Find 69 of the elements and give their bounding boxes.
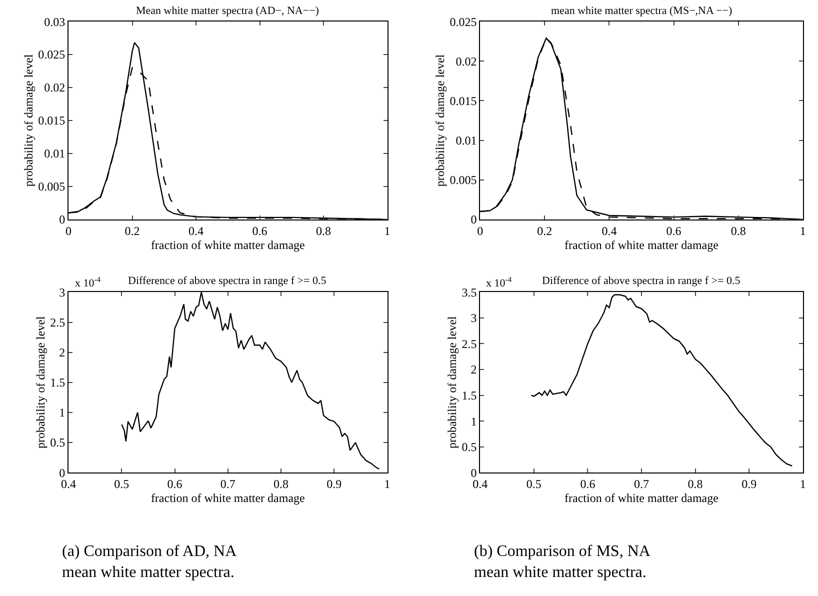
y-axis-title: probability of damage level xyxy=(33,316,48,449)
x-tick-label: 1 xyxy=(384,224,390,238)
y-tick-label: 0.025 xyxy=(450,14,477,29)
x-tick-label: 0.7 xyxy=(634,477,649,491)
text: (b) Comparison of MS, NA mean white matter spectra. xyxy=(474,543,651,581)
x-tick-label: 0.8 xyxy=(730,224,746,238)
x-axis-title: fraction of white matter damage xyxy=(150,491,305,505)
y-tick-label: 0.02 xyxy=(44,80,66,95)
line-series xyxy=(530,294,793,466)
y-tick-label: 1 xyxy=(470,414,477,428)
y-tick-label: 0.005 xyxy=(38,180,66,194)
x-tick-label: 0.5 xyxy=(526,477,542,491)
y-tick-label: 0.025 xyxy=(38,48,66,62)
x-tick-label: 0.8 xyxy=(274,477,289,491)
y-tick-label: 1.5 xyxy=(50,376,66,390)
x-tick-label: 1 xyxy=(384,477,390,491)
x-tick-label: 0.6 xyxy=(666,224,682,238)
x-tick-label: 0.6 xyxy=(167,477,182,491)
x-tick-label: 0.4 xyxy=(61,477,76,491)
text: (a) Comparison of AD, NA mean white matter spectra. xyxy=(62,543,238,581)
text: x 10$^{-4}$ xyxy=(75,275,101,290)
y-tick-label: 3 xyxy=(470,311,477,326)
y-tick-label: 3 xyxy=(59,285,66,300)
y-tick-label: 0 xyxy=(59,212,66,227)
y-tick-label: 1 xyxy=(59,406,66,420)
y-tick-label: 0 xyxy=(470,466,477,480)
x-tick-label: 0.4 xyxy=(472,477,488,491)
x-tick-label: 0.9 xyxy=(326,477,342,491)
x-tick-label: 0.4 xyxy=(188,224,204,238)
x-tick-label: 0.2 xyxy=(537,224,552,238)
chart-title: mean white matter spectra (MS−,NA −−) xyxy=(551,5,732,17)
y-tick-label: 0.01 xyxy=(456,133,477,148)
y-tick-label: 0 xyxy=(59,466,66,480)
x-tick-label: 0.9 xyxy=(742,477,757,491)
x-tick-label: 0.8 xyxy=(316,224,332,238)
y-tick-label: 2 xyxy=(59,346,66,360)
y-axis-title: probability of damage level xyxy=(444,316,459,449)
y-tick-label: 1.5 xyxy=(462,388,477,402)
y-axis-title: probability of damage level xyxy=(432,54,447,187)
x-axis-title: fraction of white matter damage xyxy=(564,238,718,252)
y-tick-label: 0.03 xyxy=(44,14,66,29)
y-tick-label: 0.5 xyxy=(462,440,477,454)
x-tick-label: 0.6 xyxy=(252,224,268,238)
y-tick-label: 0.02 xyxy=(456,54,477,68)
y-tick-label: 2 xyxy=(470,362,477,377)
text: x 10$^{-4}$ xyxy=(486,275,512,290)
x-tick-label: 1 xyxy=(800,477,806,491)
y-tick-label: 0.015 xyxy=(38,114,66,128)
chart-title: Difference of above spectra in range f >= 0.5 xyxy=(128,275,327,287)
x-axis-title: fraction of white matter damage xyxy=(564,491,718,505)
x-tick-label: 0.8 xyxy=(688,477,703,491)
chart-title: Difference of above spectra in range f >= 0.5 xyxy=(542,275,741,287)
y-axis-title: probability of damage level xyxy=(21,54,36,187)
x-tick-label: 0.4 xyxy=(602,224,617,238)
y-tick-label: 0.015 xyxy=(450,94,477,108)
x-tick-label: 0.5 xyxy=(114,477,130,491)
x-axis-title: fraction of white matter damage xyxy=(150,238,305,252)
y-tick-label: 2.5 xyxy=(50,315,66,330)
y-tick-label: 0.5 xyxy=(50,436,66,450)
y-tick-label: 3.5 xyxy=(462,285,477,300)
chart-title: Mean white matter spectra (AD−, NA−−) xyxy=(136,5,320,17)
x-tick-label: 1 xyxy=(800,224,806,238)
y-tick-label: 2.5 xyxy=(462,336,477,351)
y-tick-label: 0 xyxy=(470,212,477,227)
x-tick-label: 0.2 xyxy=(124,224,140,238)
y-tick-label: 0.01 xyxy=(44,146,66,161)
y-tick-label: 0.005 xyxy=(450,173,477,188)
x-tick-label: 0.7 xyxy=(220,477,236,491)
x-tick-label: 0.6 xyxy=(580,477,596,491)
